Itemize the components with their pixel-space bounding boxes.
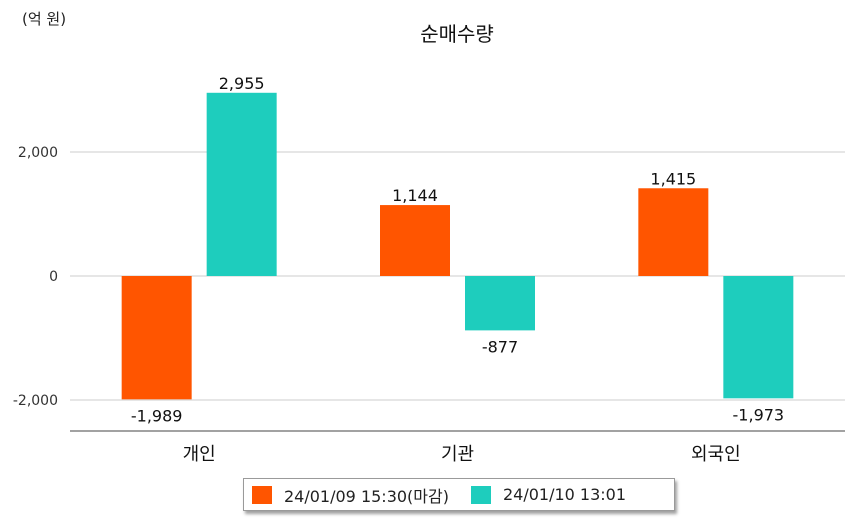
legend-label-series-2: 24/01/10 13:01 xyxy=(502,485,627,504)
bar-2-2 xyxy=(465,276,535,331)
data-label: -877 xyxy=(482,337,518,356)
y-tick-label: -2,000 xyxy=(13,393,58,409)
legend-item-series-1[interactable]: 24/01/09 15:30(마감) xyxy=(252,483,449,507)
legend-label-series-1: 24/01/09 15:30(마감) xyxy=(284,486,449,506)
data-label: 2,955 xyxy=(219,74,265,93)
bar-chart: 2,000 0 -2,000 -1,989 2,955 개인 1,144 -877 기관 1,41… xyxy=(13,74,845,465)
bar-2-1 xyxy=(206,92,277,276)
chart-title: 순매수량 xyxy=(420,22,494,46)
legend-swatch-series-2 xyxy=(470,485,491,504)
y-tick-label: 2,000 xyxy=(18,145,58,161)
data-label: 1,144 xyxy=(392,186,438,205)
x-tick-label: 개인 xyxy=(183,444,216,465)
data-label: 1,415 xyxy=(650,169,696,188)
y-axis-unit-label: (억 원) xyxy=(22,10,67,28)
data-label: -1,973 xyxy=(733,405,785,424)
bar-1-2 xyxy=(380,205,450,276)
bar-1-3 xyxy=(638,188,709,276)
legend-item-series-2[interactable]: 24/01/10 13:01 xyxy=(470,485,627,504)
y-tick-label: 0 xyxy=(49,269,58,285)
legend: 24/01/09 15:30(마감) 24/01/10 13:01 xyxy=(243,478,675,511)
legend-swatch-series-1 xyxy=(252,485,272,504)
x-tick-label: 기관 xyxy=(441,444,474,465)
bar-2-3 xyxy=(723,276,794,399)
x-tick-label: 외국인 xyxy=(691,444,741,465)
data-label: -1,989 xyxy=(131,406,183,425)
bar-1-1 xyxy=(121,276,192,400)
